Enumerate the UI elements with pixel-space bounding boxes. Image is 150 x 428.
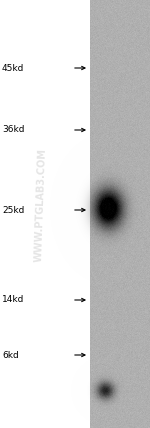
Text: 14kd: 14kd: [2, 295, 24, 304]
Text: 6kd: 6kd: [2, 351, 19, 360]
Text: 36kd: 36kd: [2, 125, 24, 134]
Text: 45kd: 45kd: [2, 63, 24, 72]
Text: WWW.PTGLAB3.COM: WWW.PTGLAB3.COM: [33, 149, 48, 262]
Text: 25kd: 25kd: [2, 205, 24, 214]
